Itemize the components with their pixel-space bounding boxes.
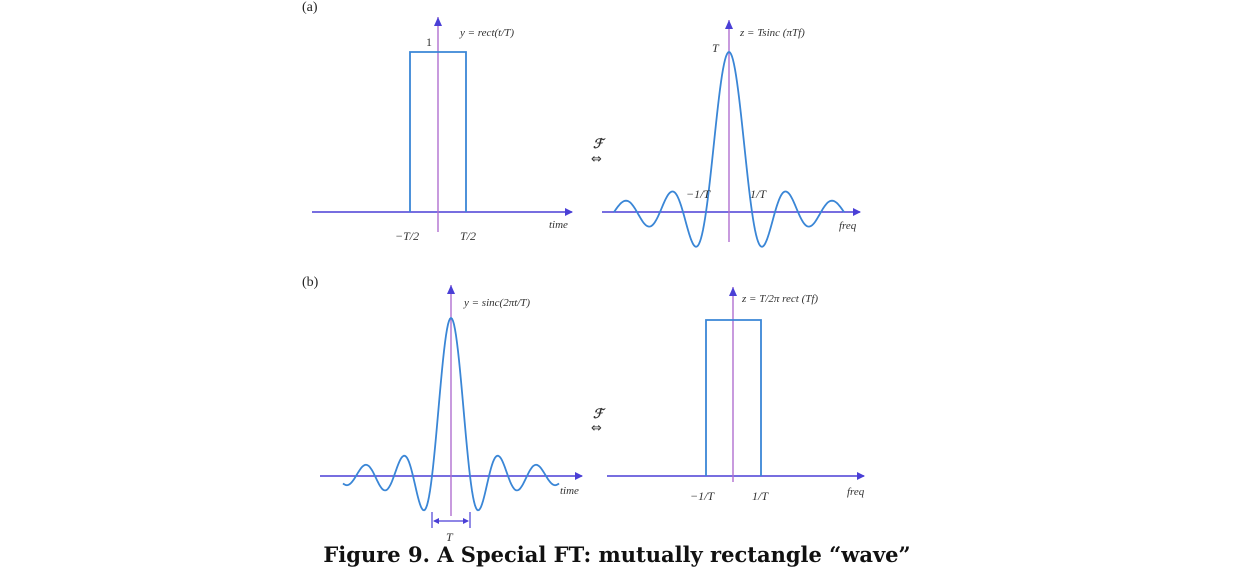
tick-minus-half-T: −T/2 xyxy=(395,229,419,243)
panel-b-left-plot: y = sinc(2πt/T) time T xyxy=(320,285,583,544)
height-label: 1 xyxy=(426,35,432,49)
fourier-symbol-b: ℱ xyxy=(593,406,606,421)
fourier-symbol-a: ℱ xyxy=(593,136,606,151)
rect-curve xyxy=(705,319,762,476)
panel-a-label: (a) xyxy=(302,0,318,15)
tick-1-over-T: 1/T xyxy=(750,187,767,201)
panel-b-label: (b) xyxy=(302,275,319,290)
x-axis-label-time: time xyxy=(560,485,579,497)
sinc-curve xyxy=(342,316,560,512)
x-axis-label-freq: freq xyxy=(839,220,857,232)
y-axis-arrowhead xyxy=(725,20,733,29)
formula-rect: y = rect(t/T) xyxy=(459,27,514,39)
y-axis-arrowhead xyxy=(434,17,442,26)
panel-a-left-plot: 1 y = rect(t/T) time −T/2 T/2 xyxy=(312,17,573,243)
y-axis-arrowhead xyxy=(729,287,737,296)
rect-pulse-curve xyxy=(409,51,467,212)
equivalence-arrow-b: ⇔ xyxy=(591,421,602,436)
tick-half-T: T/2 xyxy=(460,229,476,243)
figure-caption: Figure 9. A Special FT: mutually rectang… xyxy=(323,542,911,567)
formula-rect-b: z = T/2π rect (Tf) xyxy=(741,293,818,305)
formula-sinc-b: y = sinc(2πt/T) xyxy=(463,297,530,309)
width-label-T: T xyxy=(446,530,454,544)
y-axis-arrowhead xyxy=(447,285,455,294)
panel-a-right-plot: z = Tsinc (πTf) T freq −1/T 1/T xyxy=(602,20,861,248)
peak-label-T: T xyxy=(712,41,720,55)
tick-1-over-T: 1/T xyxy=(752,489,769,503)
x-axis-label-freq: freq xyxy=(847,486,865,498)
tick-minus-1-over-T: −1/T xyxy=(686,187,711,201)
panel-b-right-plot: z = T/2π rect (Tf) freq −1/T 1/T xyxy=(607,287,865,503)
tick-minus-1-over-T: −1/T xyxy=(690,489,715,503)
x-axis-label-time: time xyxy=(549,219,568,231)
formula-sinc: z = Tsinc (πTf) xyxy=(739,27,805,39)
equivalence-arrow-a: ⇔ xyxy=(591,152,602,167)
sinc-curve xyxy=(613,50,845,248)
